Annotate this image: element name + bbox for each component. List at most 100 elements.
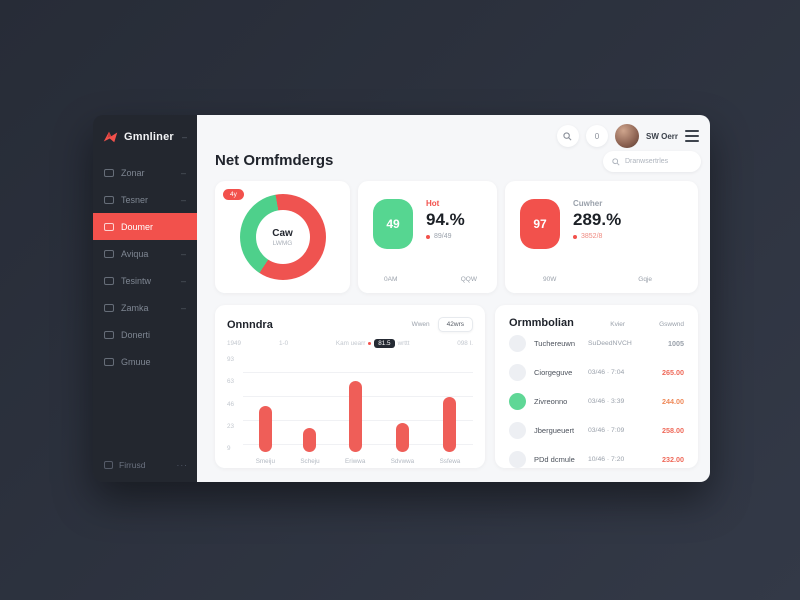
table-row[interactable]: PDd dcmule 10/46 · 7:20 232.00 bbox=[509, 445, 684, 474]
chart-icon bbox=[104, 303, 114, 312]
chevron-icon: – bbox=[180, 302, 186, 313]
table-header: Ormmbolian Kvier Gswwnd bbox=[509, 317, 684, 329]
chevron-icon: – bbox=[180, 248, 186, 259]
stat-foot-right: Gqje bbox=[638, 276, 652, 283]
bar[interactable] bbox=[348, 381, 362, 452]
donut-center-title: Caw bbox=[272, 227, 293, 239]
sidebar-footer-item[interactable]: Firrusd ··· bbox=[104, 460, 188, 470]
bars-area: Smeiju Scheju Eriwwa Sdvwwa Ssfewa bbox=[243, 356, 473, 468]
chart-header: Onnndra Wwen 42wrs bbox=[227, 317, 473, 332]
notifications-button[interactable]: 0 bbox=[585, 125, 608, 147]
sidebar-item-zonar[interactable]: Zonar – bbox=[93, 159, 197, 186]
stat-label: Hot bbox=[426, 199, 440, 208]
table-col-header-1[interactable]: Kvier bbox=[610, 321, 626, 328]
bar-column-sdvwwa: Sdvwwa bbox=[391, 356, 414, 468]
row-time: 10/46 · 7:20 bbox=[588, 456, 625, 463]
legend-label: Kam uearr bbox=[335, 340, 366, 347]
legend-tick-1: 1949 bbox=[227, 340, 242, 347]
chart-title: Onnndra bbox=[227, 318, 273, 331]
sidebar-item-gmuue[interactable]: Gmuue bbox=[93, 348, 197, 375]
row-amount: 265.00 bbox=[662, 368, 684, 377]
row-time: 03/46 · 7:09 bbox=[588, 427, 625, 434]
topbar: 0 SW Oerr bbox=[556, 124, 699, 148]
table-row[interactable]: Ciorgeguve 03/46 · 7:04 265.00 bbox=[509, 358, 684, 387]
x-tick-label: Eriwwa bbox=[345, 458, 366, 465]
row-time: 03/46 · 3:39 bbox=[588, 398, 625, 405]
legend-group[interactable]: Kam uearr 81.5 wrttt bbox=[335, 339, 410, 348]
legend-after: wrttt bbox=[397, 340, 410, 347]
status-badge: 4y bbox=[223, 189, 244, 200]
y-axis: 93 63 46 23 9 bbox=[227, 356, 243, 468]
bar[interactable] bbox=[258, 406, 272, 452]
avatar[interactable] bbox=[614, 124, 639, 148]
legend-dot-icon bbox=[368, 342, 372, 345]
help-icon bbox=[104, 461, 113, 469]
logo[interactable]: Gmnliner – bbox=[93, 115, 197, 147]
sidebar-item-tesner[interactable]: Tesner – bbox=[93, 186, 197, 213]
stat-card-3[interactable]: 97 Cuwher 289.% 3852/8 90W Gqje bbox=[505, 181, 698, 293]
row-avatar-icon bbox=[509, 393, 526, 410]
x-tick-label: Scheju bbox=[300, 458, 320, 465]
search-icon bbox=[612, 157, 620, 166]
donut-center: Caw LWMG bbox=[255, 210, 310, 264]
main-panel: 0 SW Oerr Net Ormfmdergs Dranwsertrles 4… bbox=[197, 115, 710, 482]
stat-delta: 89/49 bbox=[426, 233, 465, 240]
sidebar-item-doumer[interactable]: Doumer bbox=[93, 213, 197, 240]
stat-foot-right: QQW bbox=[460, 276, 477, 283]
table-row[interactable]: Tuchereuwn SuDeedNVCH 1005 bbox=[509, 329, 684, 358]
row-name: Tuchereuwn bbox=[534, 339, 575, 348]
row-avatar-icon bbox=[509, 422, 526, 439]
bar-column-ssfewa: Ssfewa bbox=[440, 356, 460, 468]
chart-filter-link[interactable]: Wwen bbox=[411, 321, 430, 328]
search-button[interactable] bbox=[556, 125, 579, 147]
notifications-count: 0 bbox=[594, 131, 600, 141]
row-amount: 244.00 bbox=[662, 397, 684, 406]
row-name: Jbergueuert bbox=[534, 426, 575, 435]
sidebar-item-aviqua[interactable]: Aviqua – bbox=[93, 240, 197, 267]
row-amount: 1005 bbox=[668, 339, 684, 348]
stat-delta-text: 89/49 bbox=[434, 233, 452, 240]
search-placeholder: Dranwsertrles bbox=[625, 158, 669, 165]
grid-icon bbox=[104, 168, 114, 177]
y-tick-label: 23 bbox=[227, 422, 235, 430]
clock-icon bbox=[104, 249, 114, 258]
bar[interactable] bbox=[303, 428, 317, 452]
sidebar-item-tesintw[interactable]: Tesintw – bbox=[93, 267, 197, 294]
sidebar-item-donerti[interactable]: Donerti bbox=[93, 321, 197, 348]
search-input[interactable]: Dranwsertrles bbox=[603, 151, 701, 172]
chart-range-button[interactable]: 42wrs bbox=[437, 317, 473, 332]
sidebar-item-label: Zamka bbox=[121, 302, 149, 313]
stat-body: Cuwher 289.% 3852/8 bbox=[573, 199, 621, 240]
donut-center-subtitle: LWMG bbox=[272, 239, 293, 247]
row-time: SuDeedNVCH bbox=[588, 340, 632, 347]
stat-cards-row: 4y Caw LWMG 49 Hot 94.% bbox=[215, 181, 698, 293]
stat-tile: 49 bbox=[373, 199, 413, 249]
sidebar-item-zamka[interactable]: Zamka – bbox=[93, 294, 197, 321]
sidebar-footer-label: Firrusd bbox=[119, 460, 146, 470]
table-row[interactable]: Jbergueuert 03/46 · 7:09 258.00 bbox=[509, 416, 684, 445]
donut-stat-card[interactable]: 4y Caw LWMG bbox=[215, 181, 350, 293]
table-title: Ormmbolian bbox=[509, 317, 574, 329]
more-dots-icon[interactable]: ··· bbox=[176, 460, 188, 470]
menu-icon[interactable] bbox=[685, 130, 699, 142]
stat-delta-text: 3852/8 bbox=[581, 233, 603, 240]
row-avatar-icon bbox=[509, 364, 526, 381]
stat-delta: 3852/8 bbox=[573, 233, 621, 240]
bar[interactable] bbox=[443, 396, 457, 452]
chevron-icon: – bbox=[180, 167, 186, 178]
search-icon bbox=[563, 131, 572, 140]
table-col-header-2[interactable]: Gswwnd bbox=[659, 321, 684, 328]
chevron-icon: – bbox=[180, 194, 186, 205]
bar[interactable] bbox=[395, 422, 409, 452]
row-name: Zivreonno bbox=[534, 397, 568, 406]
wallet-icon bbox=[104, 276, 114, 285]
legend-right: 098 I. bbox=[457, 340, 473, 347]
dashboard-window: Gmnliner – Zonar – Tesner – Doumer Aviqua – Tes… bbox=[93, 115, 710, 482]
bar-chart-plot: 93 63 46 23 9 Smeiju Scheju Eriwwa Sdvwwa Ssfewa bbox=[227, 356, 473, 468]
stat-card-2[interactable]: 49 Hot 94.% 89/49 0AM QQW bbox=[358, 181, 497, 293]
row-time: 03/46 · 7:04 bbox=[588, 369, 625, 376]
collapse-icon[interactable]: – bbox=[181, 131, 187, 142]
table-row[interactable]: Zivreonno 03/46 · 3:39 244.00 bbox=[509, 387, 684, 416]
bar-column-eriwwa: Eriwwa bbox=[345, 356, 365, 468]
